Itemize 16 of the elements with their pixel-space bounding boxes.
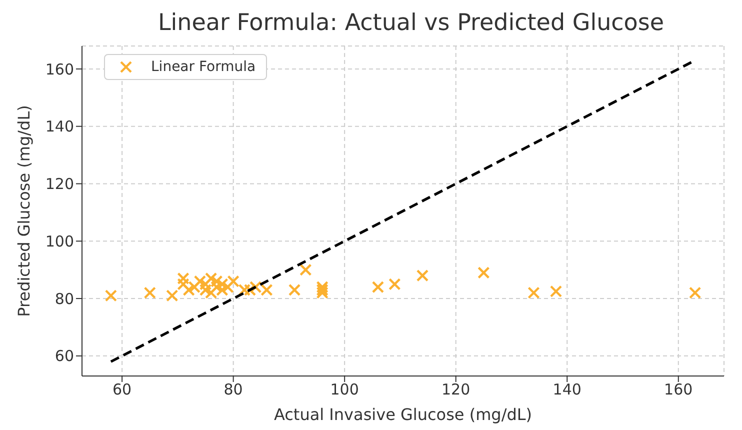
y-tick-label: 120 [45,175,74,194]
y-axis-title: Predicted Glucose (mg/dL) [14,105,34,317]
x-tick-label: 80 [224,380,243,399]
y-tick-label: 60 [54,347,74,366]
x-tick-label: 120 [442,380,470,399]
x-tick-label: 140 [552,380,582,399]
legend-label: Linear Formula [151,59,256,75]
y-tick-label: 160 [45,60,74,78]
x-tick-label: 100 [330,380,359,399]
x-tick-label: 160 [664,380,693,399]
y-tick-label: 80 [54,290,74,308]
x-tick-label: 60 [112,380,132,399]
y-tick-label: 140 [45,118,74,136]
y-tick-label: 100 [45,232,74,250]
x-axis-title: Actual Invasive Glucose (mg/dL) [274,405,532,424]
chart-title: Linear Formula: Actual vs Predicted Glucose [156,9,666,38]
